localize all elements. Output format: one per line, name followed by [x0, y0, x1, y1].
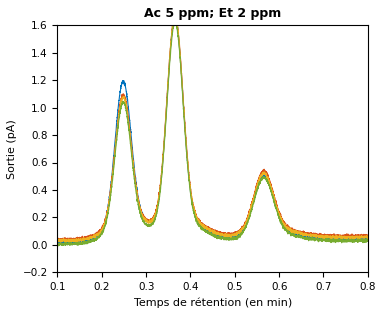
Y-axis label: Sortie (pA): Sortie (pA) — [7, 119, 17, 179]
X-axis label: Temps de rétention (en min): Temps de rétention (en min) — [134, 298, 292, 308]
Title: Ac 5 ppm; Et 2 ppm: Ac 5 ppm; Et 2 ppm — [144, 7, 281, 20]
